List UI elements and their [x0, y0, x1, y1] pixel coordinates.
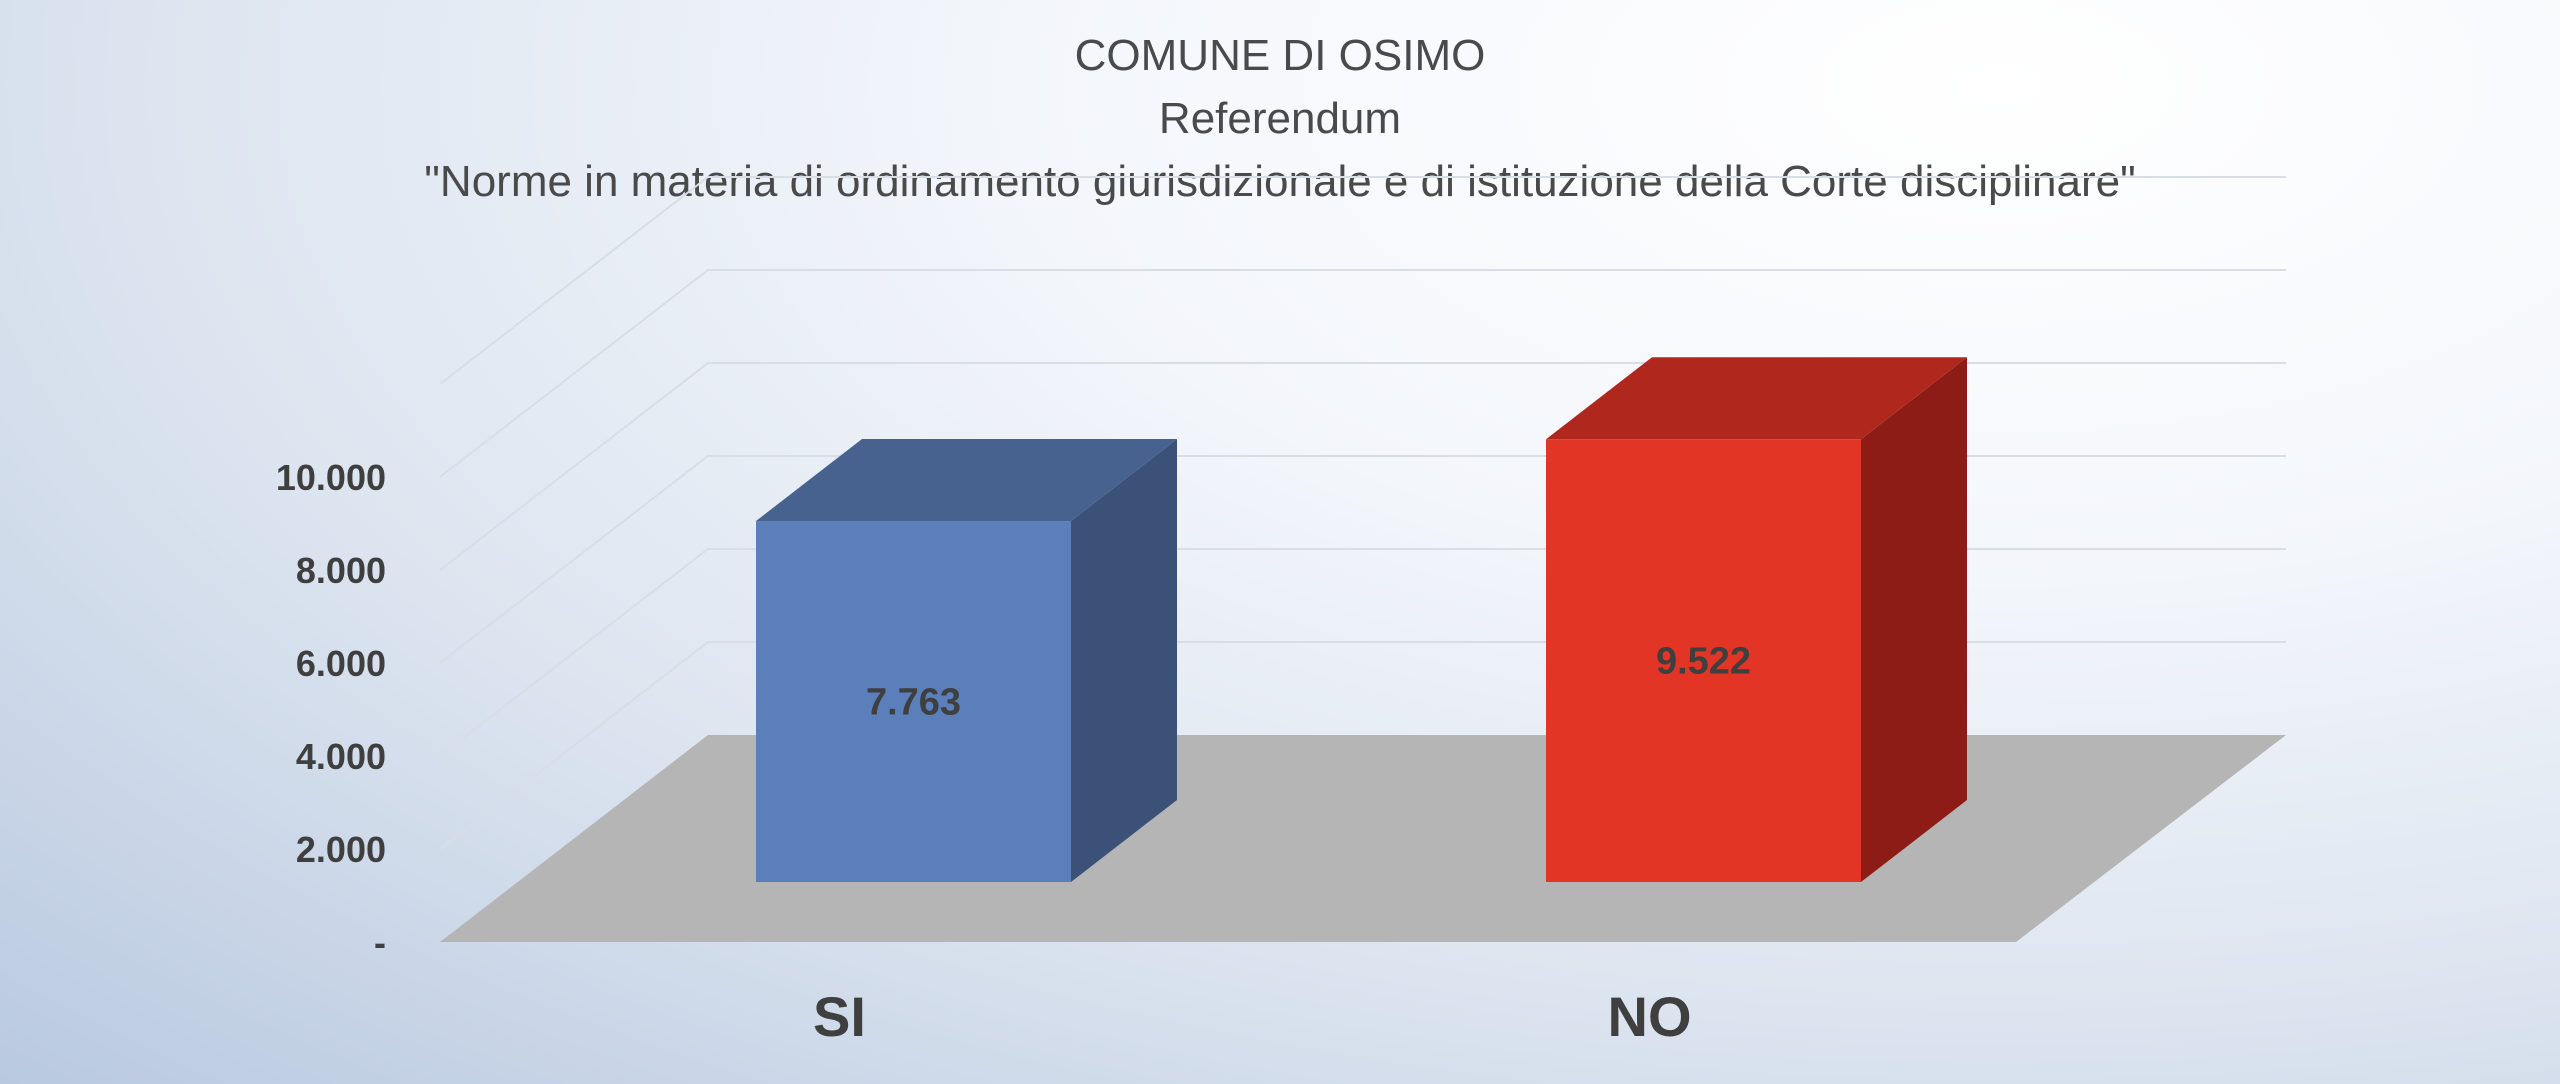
bar-si-top [756, 439, 1177, 522]
bar-si: 7.763 [756, 439, 1177, 882]
chart-gridlines [439, 176, 2286, 850]
ytick-label-8000: 8.000 [296, 550, 386, 591]
bar-no: 9.522 [1546, 357, 1967, 882]
bar-no-front [1546, 439, 1861, 882]
bar-no-top [1546, 357, 1967, 440]
title-line-3: "Norme in materia di ordinamento giurisd… [424, 157, 2135, 206]
chart-floor [440, 735, 2286, 942]
y-axis-ticks: - 2.000 4.000 6.000 8.000 10.000 [276, 457, 386, 963]
category-label-no: NO [1608, 985, 1692, 1048]
gridline-8000 [439, 362, 2286, 571]
floor-plane [440, 735, 2286, 942]
bar-si-side [1071, 439, 1177, 882]
chart-bars: 7.763 9.522 [756, 357, 1967, 882]
ytick-label-2000: 2.000 [296, 829, 386, 870]
category-label-si: SI [813, 985, 866, 1048]
ytick-label-10000: 10.000 [276, 457, 386, 498]
bar-si-front [756, 521, 1071, 882]
ytick-label-4000: 4.000 [296, 736, 386, 777]
gridline-6000 [439, 455, 2286, 664]
title-line-1: COMUNE DI OSIMO [1075, 31, 1486, 80]
gridline-top [439, 176, 2286, 385]
gridline-10000 [439, 269, 2286, 478]
title-line-2: Referendum [1159, 94, 1401, 143]
ytick-label-6000: 6.000 [296, 643, 386, 684]
bar-no-side [1861, 357, 1967, 882]
x-axis-categories: SI NO [813, 985, 1691, 1048]
gridline-4000 [439, 548, 2286, 757]
ytick-label-0: - [374, 922, 386, 963]
data-label-si: 7.763 [866, 682, 961, 724]
data-label-no: 9.522 [1656, 641, 1751, 683]
chart-title: COMUNE DI OSIMO Referendum "Norme in mat… [424, 31, 2135, 206]
